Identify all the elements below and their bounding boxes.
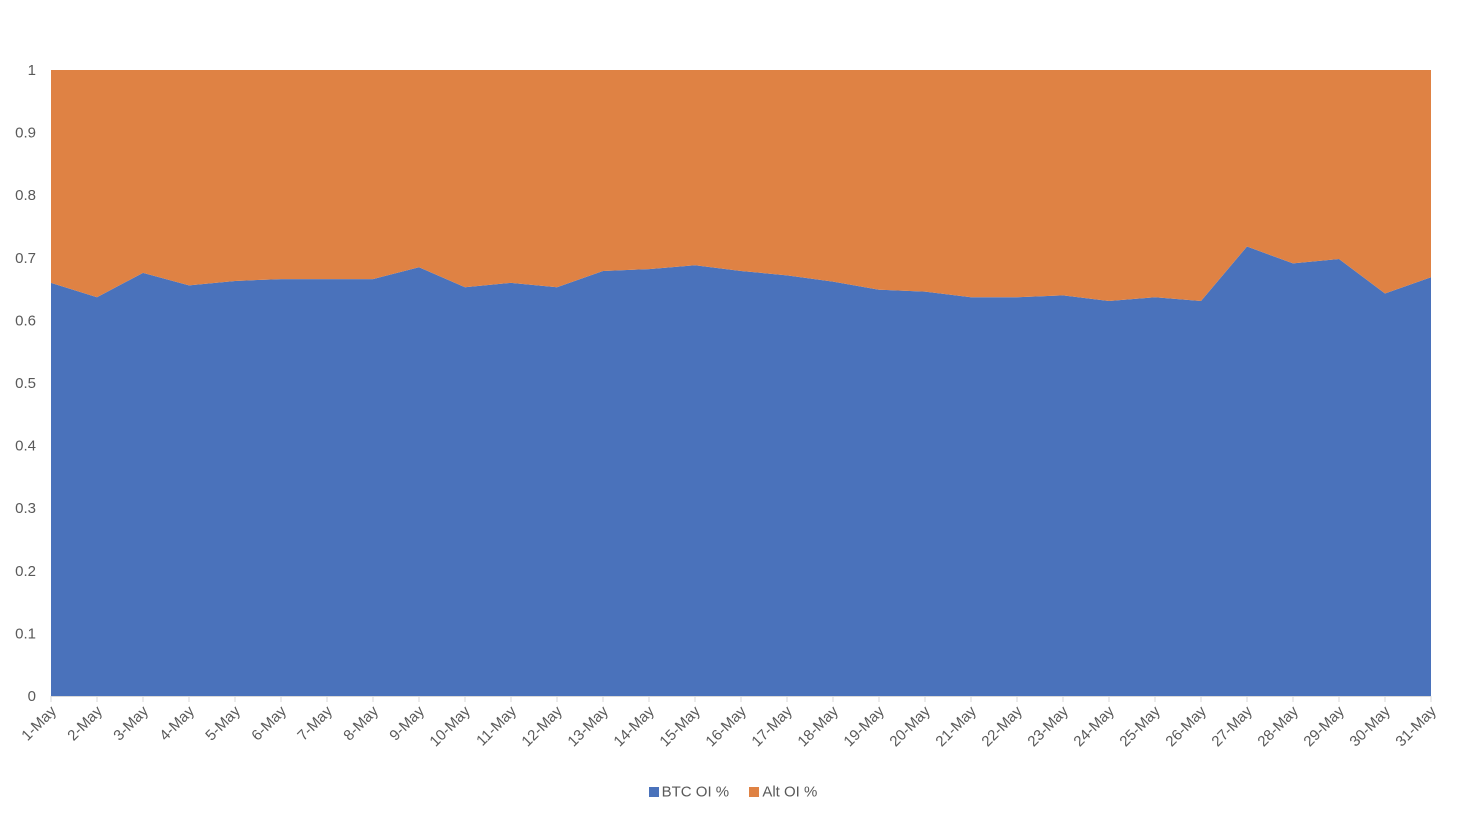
x-tick-label: 27-May [1208, 702, 1256, 750]
x-tick-label: 10-May [426, 702, 474, 750]
y-tick-label: 0.3 [15, 500, 36, 517]
y-tick-label: 0 [28, 688, 36, 705]
x-tick-label: 1-May [18, 702, 60, 744]
legend: BTC OI % Alt OI % [0, 783, 1466, 801]
y-axis: 0 0.1 0.2 0.3 0.4 0.5 0.6 0.7 0.8 0.9 1 [15, 62, 36, 705]
x-tick-label: 6-May [248, 702, 290, 744]
y-tick-label: 0.2 [15, 563, 36, 580]
y-tick-label: 0.4 [15, 438, 36, 455]
legend-label-btc: BTC OI % [661, 783, 730, 801]
x-tick-label: 7-May [294, 702, 336, 744]
x-tick-label: 23-May [1024, 702, 1072, 750]
x-tick-label: 13-May [564, 702, 612, 750]
x-tick-label: 19-May [840, 702, 888, 750]
series-areas [51, 70, 1431, 696]
x-tick-label: 16-May [702, 702, 750, 750]
x-tick-label: 12-May [518, 702, 566, 750]
legend-swatch-btc [648, 787, 659, 798]
x-tick-label: 26-May [1162, 702, 1210, 750]
x-tick-label: 11-May [473, 702, 520, 749]
legend-item-btc[interactable]: BTC OI % [648, 783, 730, 801]
y-tick-label: 0.8 [15, 187, 36, 204]
x-tick-label: 14-May [610, 702, 658, 750]
legend-item-alt[interactable]: Alt OI % [749, 783, 817, 801]
x-tick-label: 5-May [202, 702, 244, 744]
y-tick-label: 0.9 [15, 125, 36, 142]
x-tick-label: 22-May [978, 702, 1026, 750]
x-tick-label: 3-May [110, 702, 152, 744]
x-axis: 1-May 2-May 3-May 4-May 5-May 6-May 7-May 8-May… [18, 696, 1440, 750]
y-tick-label: 0.7 [15, 250, 36, 267]
x-tick-label: 2-May [64, 702, 106, 744]
y-tick-label: 0.6 [15, 312, 36, 329]
x-tick-label: 15-May [656, 702, 704, 750]
x-tick-label: 17-May [748, 702, 796, 750]
series-area-btc [51, 246, 1431, 696]
x-tick-label: 8-May [340, 702, 382, 744]
legend-swatch-alt [749, 787, 760, 798]
x-tick-label: 28-May [1254, 702, 1302, 750]
legend-label-alt: Alt OI % [762, 783, 818, 801]
series-area-alt [51, 70, 1431, 301]
x-tick-label: 25-May [1116, 702, 1164, 750]
x-tick-label: 24-May [1070, 702, 1118, 750]
x-tick-label: 9-May [386, 702, 428, 744]
y-tick-label: 1 [28, 62, 36, 79]
x-tick-label: 29-May [1300, 702, 1348, 750]
x-tick-label: 4-May [156, 702, 198, 744]
y-tick-label: 0.1 [15, 625, 36, 642]
x-tick-label: 21-May [932, 702, 980, 750]
x-tick-label: 31-May [1392, 702, 1440, 750]
x-tick-label: 20-May [886, 702, 934, 750]
x-tick-label: 18-May [794, 702, 842, 750]
x-tick-label: 30-May [1346, 702, 1394, 750]
y-tick-label: 0.5 [15, 375, 36, 392]
